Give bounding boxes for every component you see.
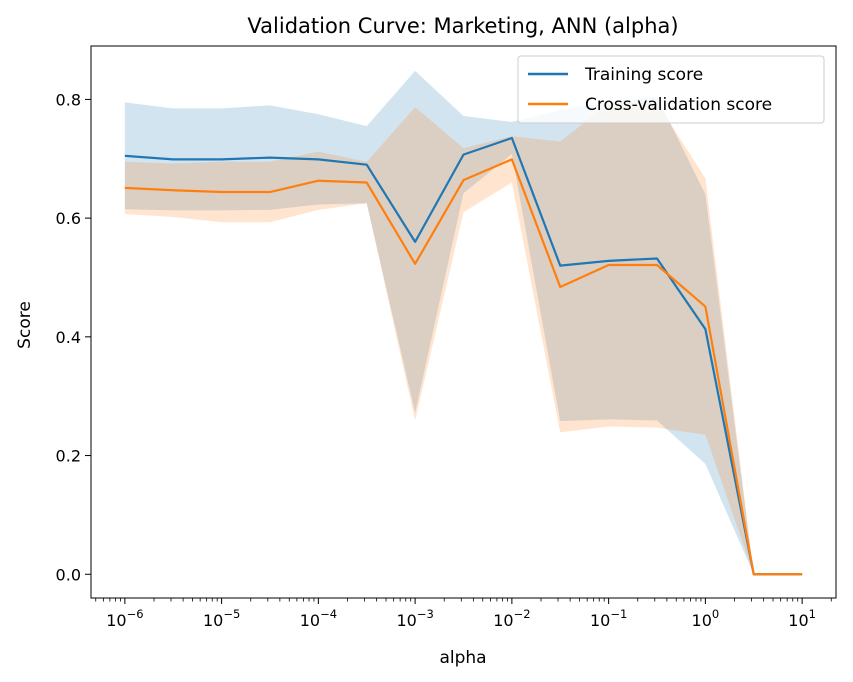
x-tick-label: 100 [692,607,720,630]
plot-area [124,70,803,576]
x-tick-label: 10−5 [203,607,240,630]
x-tick-label: 101 [788,607,816,630]
band-cross-validation [124,102,803,575]
y-axis-label: Score [15,301,35,349]
y-tick-label: 0.2 [56,447,81,466]
y-tick-label: 0.6 [56,209,81,228]
x-tick-label: 10−2 [493,607,530,630]
x-tick-label: 10−3 [396,607,433,630]
x-tick-label: 10−6 [106,607,143,630]
x-axis-ticks: 10−6 10−5 10−4 10−3 10−2 10−1 100 101 [95,598,832,630]
y-tick-label: 0.4 [56,328,81,347]
x-tick-label: 10−4 [300,607,337,630]
series-line-training [124,136,803,576]
y-tick-label: 0.8 [56,90,81,109]
legend-label-cross-validation: Cross-validation score [585,95,772,115]
x-axis-label: alpha [439,648,486,668]
legend-box [517,55,825,124]
y-axis-ticks: 0.0 0.2 0.4 0.6 0.8 [56,90,91,584]
y-tick-label: 0.0 [56,565,81,584]
plot-frame [90,45,837,599]
chart-title: Validation Curve: Marketing, ANN (alpha) [247,14,678,38]
x-tick-label: 10−1 [590,607,627,630]
series-line-cross-validation [124,158,803,576]
band-training [124,70,803,575]
legend: Training score Cross-validation score [517,55,825,124]
legend-label-training: Training score [584,65,703,85]
